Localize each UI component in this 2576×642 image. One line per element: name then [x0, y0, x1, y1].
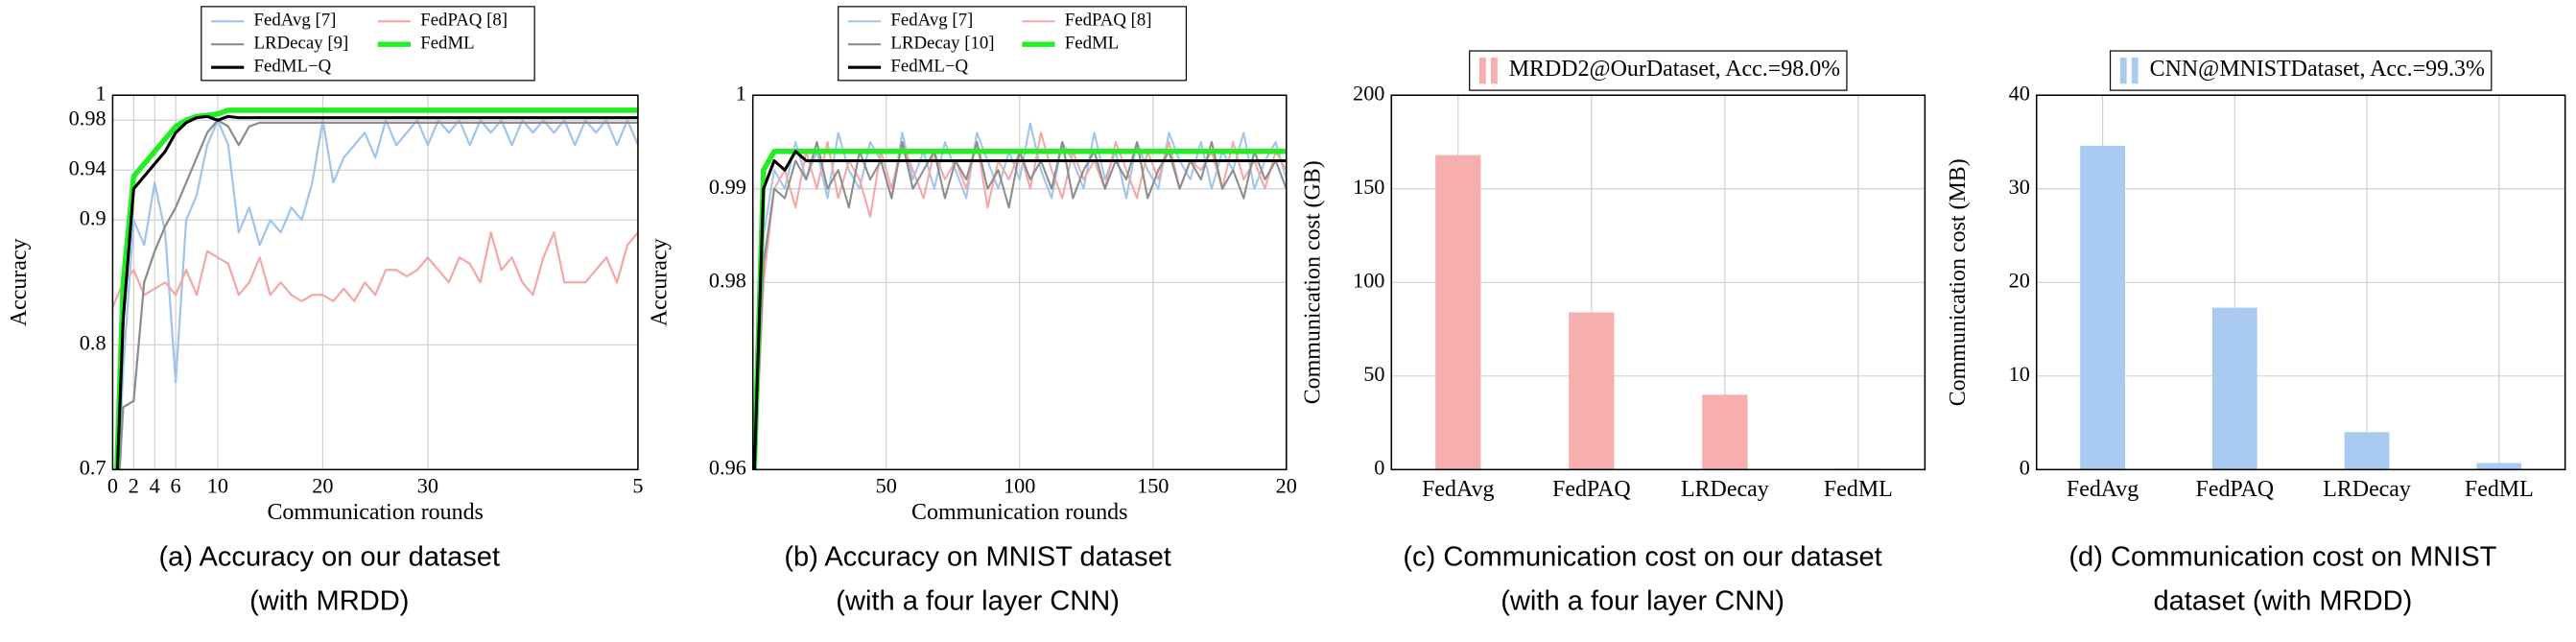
bar	[2080, 145, 2125, 470]
legend-swatch	[1478, 57, 1486, 84]
x-axis-label: Communication rounds	[267, 500, 483, 525]
y-tick-label: 0.98	[709, 268, 746, 292]
y-axis-label: Communication cost (GB)	[1300, 160, 1325, 404]
legend-label: LRDecay [10]	[890, 34, 994, 54]
legend-label: FedML	[420, 34, 474, 54]
caption: dataset (with MRDD)	[2153, 586, 2412, 617]
bar	[1435, 155, 1481, 470]
y-tick-label: 30	[2009, 175, 2030, 199]
x-tick-label: LRDecay	[2323, 477, 2411, 502]
x-tick-label: 100	[1004, 473, 1035, 497]
bar	[1569, 312, 1615, 470]
y-tick-label: 1	[95, 81, 106, 105]
bar	[1702, 394, 1748, 470]
x-tick-label: FedAvg	[2067, 477, 2139, 502]
legend-label: FedPAQ [8]	[420, 11, 508, 31]
legend-label: MRDD2@OurDataset, Acc.=98.0%	[1509, 57, 1840, 82]
y-tick-label: 1	[736, 81, 746, 105]
x-tick-label: 5	[632, 473, 643, 497]
caption: (b) Accuracy on MNIST dataset	[784, 541, 1171, 572]
y-tick-label: 150	[1353, 175, 1384, 199]
series-line	[117, 119, 638, 470]
legend-label: FedML−Q	[890, 56, 968, 76]
y-tick-label: 0	[1374, 455, 1384, 479]
y-tick-label: 20	[2009, 268, 2030, 292]
legend-label: FedPAQ [8]	[1065, 11, 1152, 31]
x-tick-label: FedPAQ	[2196, 477, 2275, 502]
x-tick-label: FedPAQ	[1552, 477, 1631, 502]
x-tick-label: FedML	[1824, 477, 1893, 502]
plot-frame	[111, 94, 639, 471]
legend-label: CNN@MNISTDataset, Acc.=99.3%	[2150, 57, 2485, 82]
x-tick-label: 4	[150, 473, 160, 497]
y-axis-label: Communication cost (MB)	[1946, 158, 1971, 406]
caption: (with a four layer CNN)	[1501, 586, 1784, 617]
caption: (with a four layer CNN)	[836, 586, 1120, 617]
caption: (c) Communication cost on our dataset	[1403, 541, 1881, 572]
y-tick-label: 0.9	[80, 205, 106, 229]
caption: (with MRDD)	[249, 586, 409, 617]
legend-box	[2109, 50, 2493, 91]
series-line	[754, 122, 1287, 470]
plot-frame	[1390, 94, 1926, 471]
y-tick-label: 0.7	[80, 455, 106, 479]
legend-swatch	[1490, 57, 1498, 84]
x-tick-label: 2	[129, 473, 139, 497]
x-tick-label: 20	[312, 473, 333, 497]
x-tick-label: 20	[1276, 473, 1297, 497]
y-tick-label: 10	[2009, 362, 2030, 386]
y-tick-label: 0	[2020, 455, 2030, 479]
series-line	[118, 119, 638, 470]
legend-box	[838, 6, 1188, 82]
legend-label: FedAvg [7]	[254, 11, 337, 31]
series-line	[752, 150, 1287, 470]
series-line	[752, 149, 1287, 470]
plot-frame	[751, 94, 1288, 471]
y-axis-label: Accuracy	[647, 238, 672, 326]
y-tick-label: 0.96	[709, 455, 746, 479]
x-tick-label: 0	[107, 473, 118, 497]
bar	[2476, 463, 2522, 470]
x-tick-label: 10	[207, 473, 228, 497]
legend-box	[1469, 50, 1848, 91]
caption: (a) Accuracy on our dataset	[158, 541, 500, 572]
x-tick-label: FedML	[2465, 477, 2534, 502]
legend-label: FedML	[1065, 34, 1119, 54]
bar	[2344, 432, 2390, 470]
y-tick-label: 0.94	[69, 155, 106, 179]
y-tick-label: 0.99	[709, 175, 746, 199]
legend-swatch	[2119, 57, 2127, 84]
x-tick-label: 30	[417, 473, 438, 497]
legend-box	[201, 6, 535, 82]
y-tick-label: 50	[1363, 362, 1384, 386]
y-tick-label: 0.8	[80, 330, 106, 354]
x-tick-label: 150	[1137, 473, 1169, 497]
y-tick-label: 100	[1353, 268, 1384, 292]
x-tick-label: FedAvg	[1422, 477, 1494, 502]
x-tick-label: LRDecay	[1681, 477, 1769, 502]
bar	[2211, 307, 2257, 470]
legend-label: FedAvg [7]	[890, 11, 973, 31]
y-axis-label: Accuracy	[7, 238, 32, 326]
x-tick-label: 6	[171, 473, 181, 497]
y-tick-label: 200	[1353, 81, 1384, 105]
plot-frame	[2035, 94, 2566, 471]
x-axis-label: Communication rounds	[911, 500, 1127, 525]
legend-label: LRDecay [9]	[254, 34, 349, 54]
y-tick-label: 40	[2009, 81, 2030, 105]
caption: (d) Communication cost on MNIST	[2068, 541, 2496, 572]
legend-swatch	[2131, 57, 2139, 84]
series-line	[112, 231, 638, 308]
series-line	[115, 114, 638, 470]
y-tick-label: 0.98	[69, 106, 106, 130]
x-tick-label: 50	[876, 473, 897, 497]
legend-label: FedML−Q	[254, 56, 332, 76]
